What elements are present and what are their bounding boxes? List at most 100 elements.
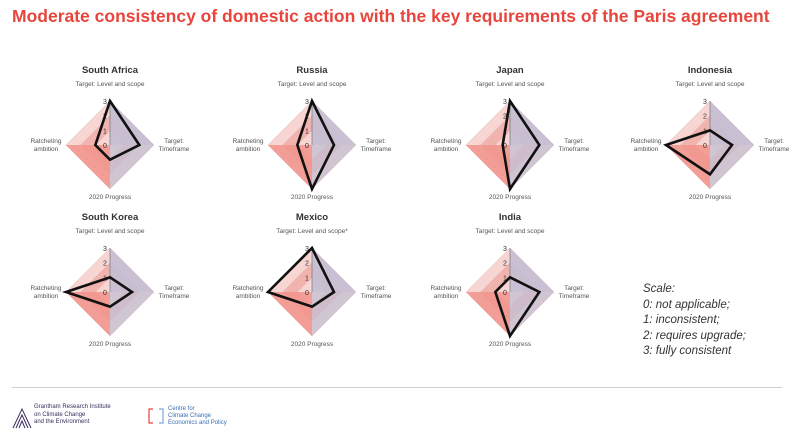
axis-label-right: Target: Timeframe [361,138,392,153]
data-point [709,173,711,176]
axis-label-left: Ratcheting ambition [232,285,263,300]
axis-label-top: Target: Level and scope* [276,228,348,235]
timeframe-quadrant [510,145,554,189]
data-point [109,276,111,279]
tick-label: 1 [305,128,309,135]
progress-quadrant [466,145,510,189]
data-point [311,247,313,249]
tick-label: 0 [703,143,707,150]
axis-label-bottom: 2020 Progress [291,194,334,201]
axis-label-bottom: 2020 Progress [489,341,532,348]
data-point [138,144,141,146]
target-quadrant [312,101,356,145]
data-point [65,291,67,293]
tick-label: 0 [503,143,507,150]
grantham-mountain-icon [12,407,32,429]
scale-item-0: 0: not applicable; [643,298,730,311]
data-point [94,144,97,146]
scale-item-1: 1: inconsistent; [643,314,720,326]
data-point [267,291,269,293]
data-point [109,100,111,102]
radar-chart: 3 2 1 0 South Africa Target: Level and scope 2… [10,60,210,210]
data-point [509,188,511,190]
data-point [296,144,299,146]
tick-label: 2 [703,114,707,121]
data-point [538,291,541,293]
data-point [509,276,511,279]
axis-label-left: Ratcheting ambition [430,138,461,153]
radar-chart: 3 2 1 0 Russia Target: Level and scope 2020 Pr… [212,60,412,210]
data-point [494,291,497,293]
chart-title: Japan [496,65,524,76]
tick-label: 2 [305,261,309,268]
tick-label: 0 [103,143,107,150]
tick-label: 0 [305,143,309,150]
chart-title: Mexico [296,212,328,223]
logo2-line-2: Economics and Policy [168,420,227,427]
axis-label-top: Target: Level and scope [75,81,144,88]
tick-label: 3 [103,246,107,253]
tick-label: 3 [503,99,507,106]
tick-label: 3 [503,246,507,253]
axis-label-left: Ratcheting ambition [30,138,61,153]
tick-label: 1 [103,128,107,135]
axis-label-top: Target: Level and scope [675,81,744,88]
scale-heading: Scale: [643,283,675,295]
target-quadrant [110,101,154,145]
data-point [109,305,111,308]
timeframe-quadrant [110,145,154,189]
scale-legend: Scale: 0: not applicable; 1: inconsisten… [643,282,793,360]
tick-label: 0 [503,290,507,297]
axis-label-right: Target: Timeframe [361,285,392,300]
data-point [333,291,335,293]
timeframe-quadrant [510,292,554,336]
tick-label: 3 [305,246,309,253]
target-quadrant [312,248,356,292]
progress-quadrant [66,145,110,189]
radar-chart-svg: 3 2 1 0 India Target: Level and scope 2020 Pro… [430,212,589,348]
logo1-line-0: Grantham Research Institute [34,404,111,410]
data-point [709,129,711,132]
data-point [731,144,733,146]
axis-label-bottom: 2020 Progress [489,194,532,201]
radar-chart: 3 2 1 0 Japan Target: Level and scope 2020 Pro… [410,60,610,210]
logo1-line-1: on Climate Change [34,411,86,418]
tick-label: 3 [305,99,309,106]
progress-quadrant [666,145,710,189]
tick-label: 3 [703,99,707,106]
axis-label-bottom: 2020 Progress [291,341,334,348]
tick-label: 2 [103,261,107,268]
cccep-brackets-icon [148,408,164,424]
radar-chart-svg: 3 2 1 0 Mexico Target: Level and scope* 2020 P… [232,212,392,348]
tick-label: 2 [503,114,507,121]
chart-title: South Africa [82,65,139,76]
data-point [333,144,335,146]
radar-chart: 3 2 1 0 Mexico Target: Level and scope* 2020 P… [212,207,412,357]
tick-label: 0 [305,290,309,297]
data-point [109,158,111,161]
axis-label-right: Target: Timeframe [559,138,590,153]
data-point [509,100,511,102]
data-point [311,188,313,190]
data-point [509,335,511,337]
data-point [665,144,667,146]
axis-label-bottom: 2020 Progress [689,194,732,201]
target-quadrant [110,248,154,292]
axis-label-left: Ratcheting ambition [430,285,461,300]
target-quadrant [510,101,554,145]
chart-title: Indonesia [688,65,733,76]
logo2-line-0: Centre for [168,406,195,412]
radar-chart: 3 2 1 0 Indonesia Target: Level and scope 2020… [610,60,800,210]
timeframe-quadrant [312,145,356,189]
footer-divider [12,387,782,388]
tick-label: 2 [503,261,507,268]
chart-title: India [499,212,522,223]
data-point [501,144,504,146]
axis-label-bottom: 2020 Progress [89,194,132,201]
axis-label-top: Target: Level and scope [277,81,346,88]
tick-label: 1 [305,275,309,282]
